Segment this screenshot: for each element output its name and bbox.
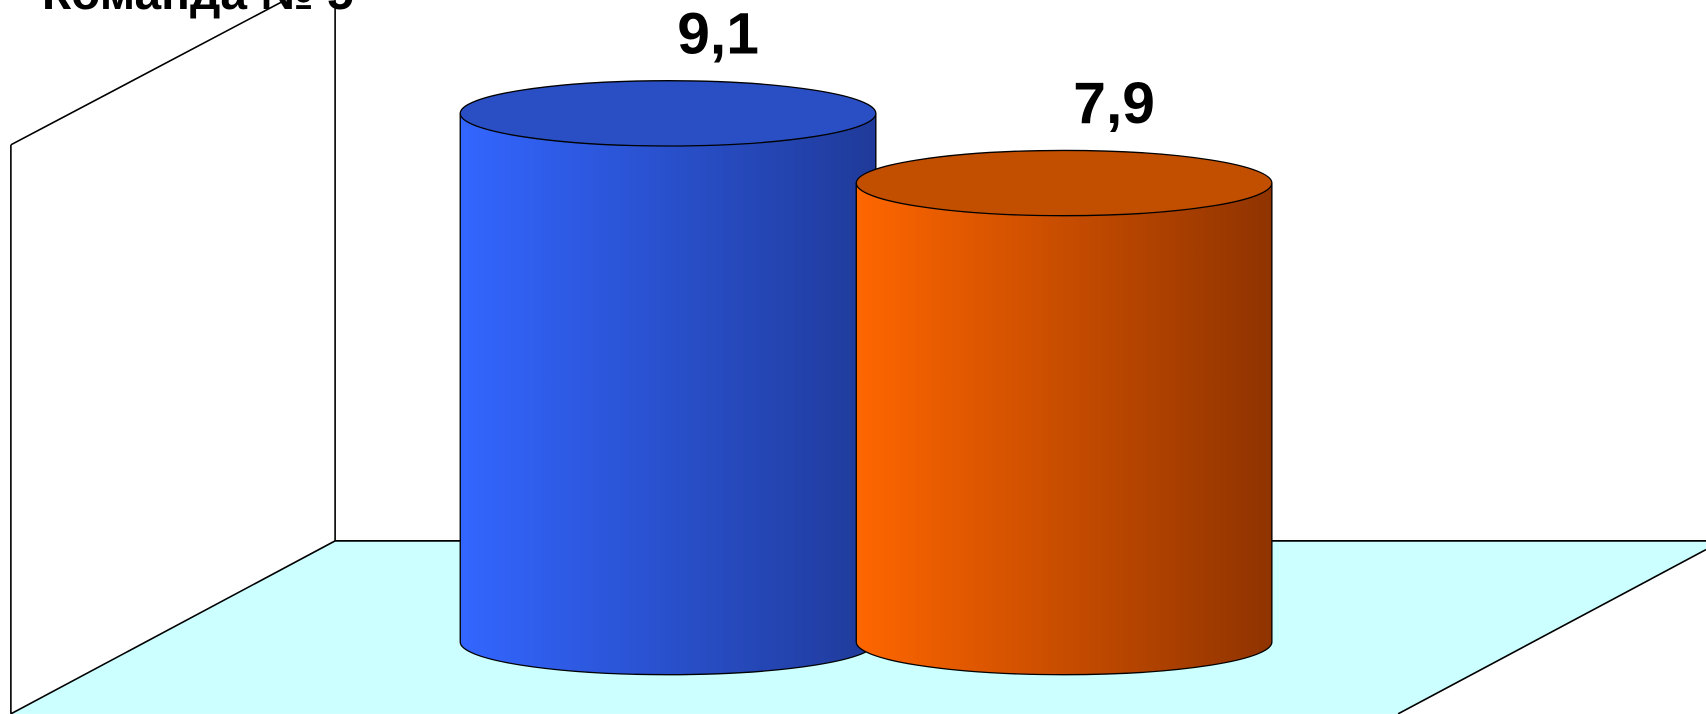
wall-edge [1397, 548, 1706, 714]
cylinder-body [855, 182, 1273, 676]
data-label: 7,9 [1073, 71, 1155, 136]
wall-edge [10, 540, 336, 714]
cylinder-top [459, 80, 877, 147]
chart-title: Команда № 5 [42, 0, 354, 20]
cylinder-body [459, 112, 877, 676]
cylinder-top [855, 149, 1273, 217]
wall-edge [10, 0, 286, 146]
data-label: 9,1 [677, 2, 759, 67]
